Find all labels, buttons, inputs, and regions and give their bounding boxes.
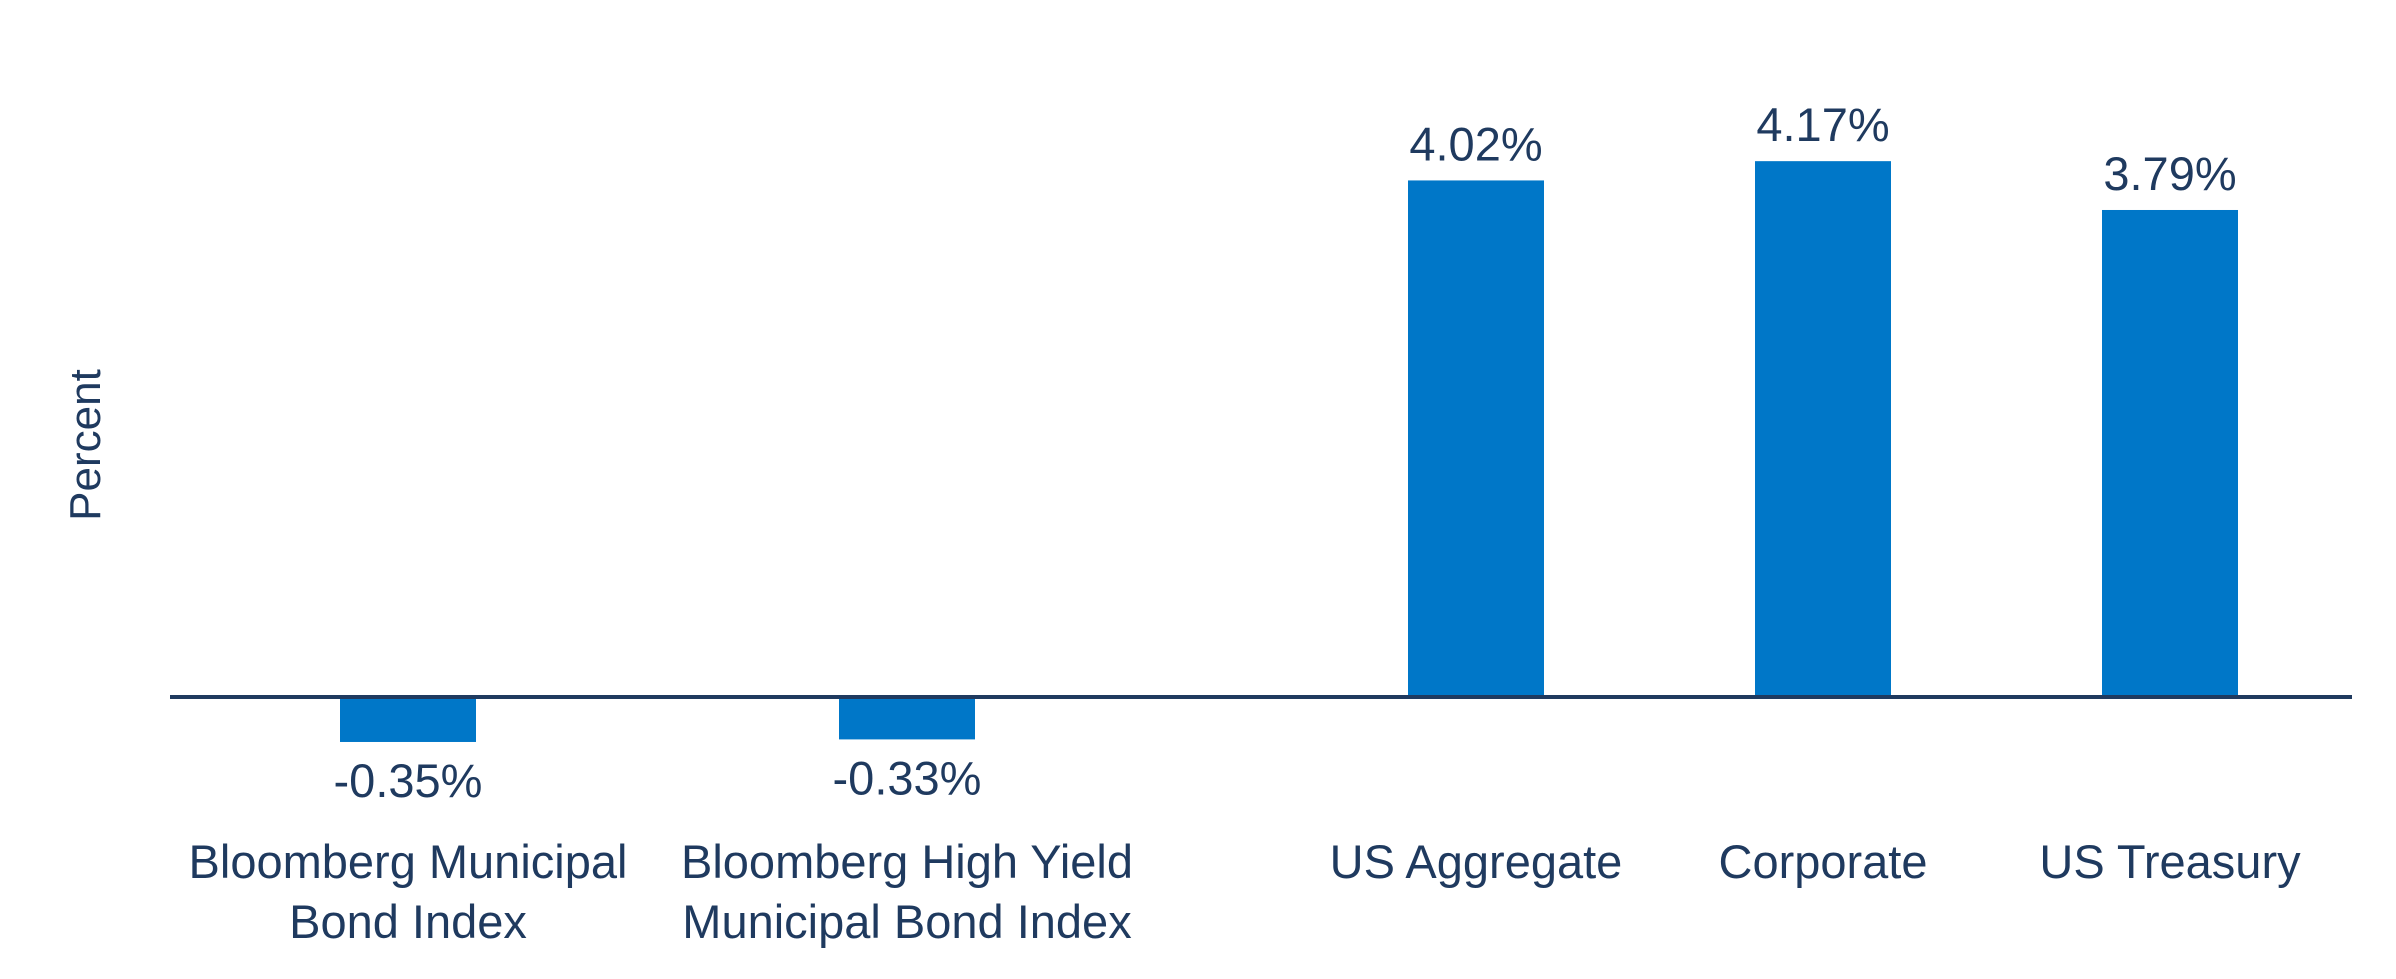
data-label-3: 4.17%: [1756, 98, 1889, 151]
bar-4: [2102, 209, 2238, 698]
x-tick-label-line: Bond Index: [289, 895, 527, 948]
x-tick-label-4: US Treasury: [2039, 835, 2301, 888]
data-label-4: 3.79%: [2103, 147, 2236, 200]
x-tick-label-line: US Aggregate: [1330, 835, 1623, 888]
data-label-0: -0.35%: [334, 754, 483, 807]
x-tick-label-0: Bloomberg Municipal Bond Index: [189, 835, 628, 948]
bars-group: [340, 161, 2238, 742]
bar-1: [839, 697, 975, 740]
x-tick-label-line: Corporate: [1719, 835, 1928, 888]
data-labels-group: -0.35% -0.33% 4.02% 4.17% 3.79%: [334, 98, 2237, 807]
bar-0: [340, 697, 476, 742]
x-tick-label-line: Bloomberg High Yield: [681, 835, 1133, 888]
x-tick-labels-group: Bloomberg Municipal Bond Index Bloomberg H…: [189, 835, 2302, 948]
y-axis-title: Percent: [61, 369, 110, 521]
x-tick-label-3: Corporate: [1719, 835, 1928, 888]
x-tick-label-line: Bloomberg Municipal: [189, 835, 628, 888]
x-tick-label-line: Municipal Bond Index: [682, 895, 1131, 948]
x-tick-label-2: US Aggregate: [1330, 835, 1623, 888]
data-label-2: 4.02%: [1409, 117, 1542, 170]
x-tick-label-line: US Treasury: [2039, 835, 2301, 888]
data-label-1: -0.33%: [833, 751, 982, 804]
x-tick-label-1: Bloomberg High Yield Municipal Bond Index: [681, 835, 1133, 948]
bar-2: [1408, 180, 1544, 697]
bar-3: [1755, 161, 1891, 697]
